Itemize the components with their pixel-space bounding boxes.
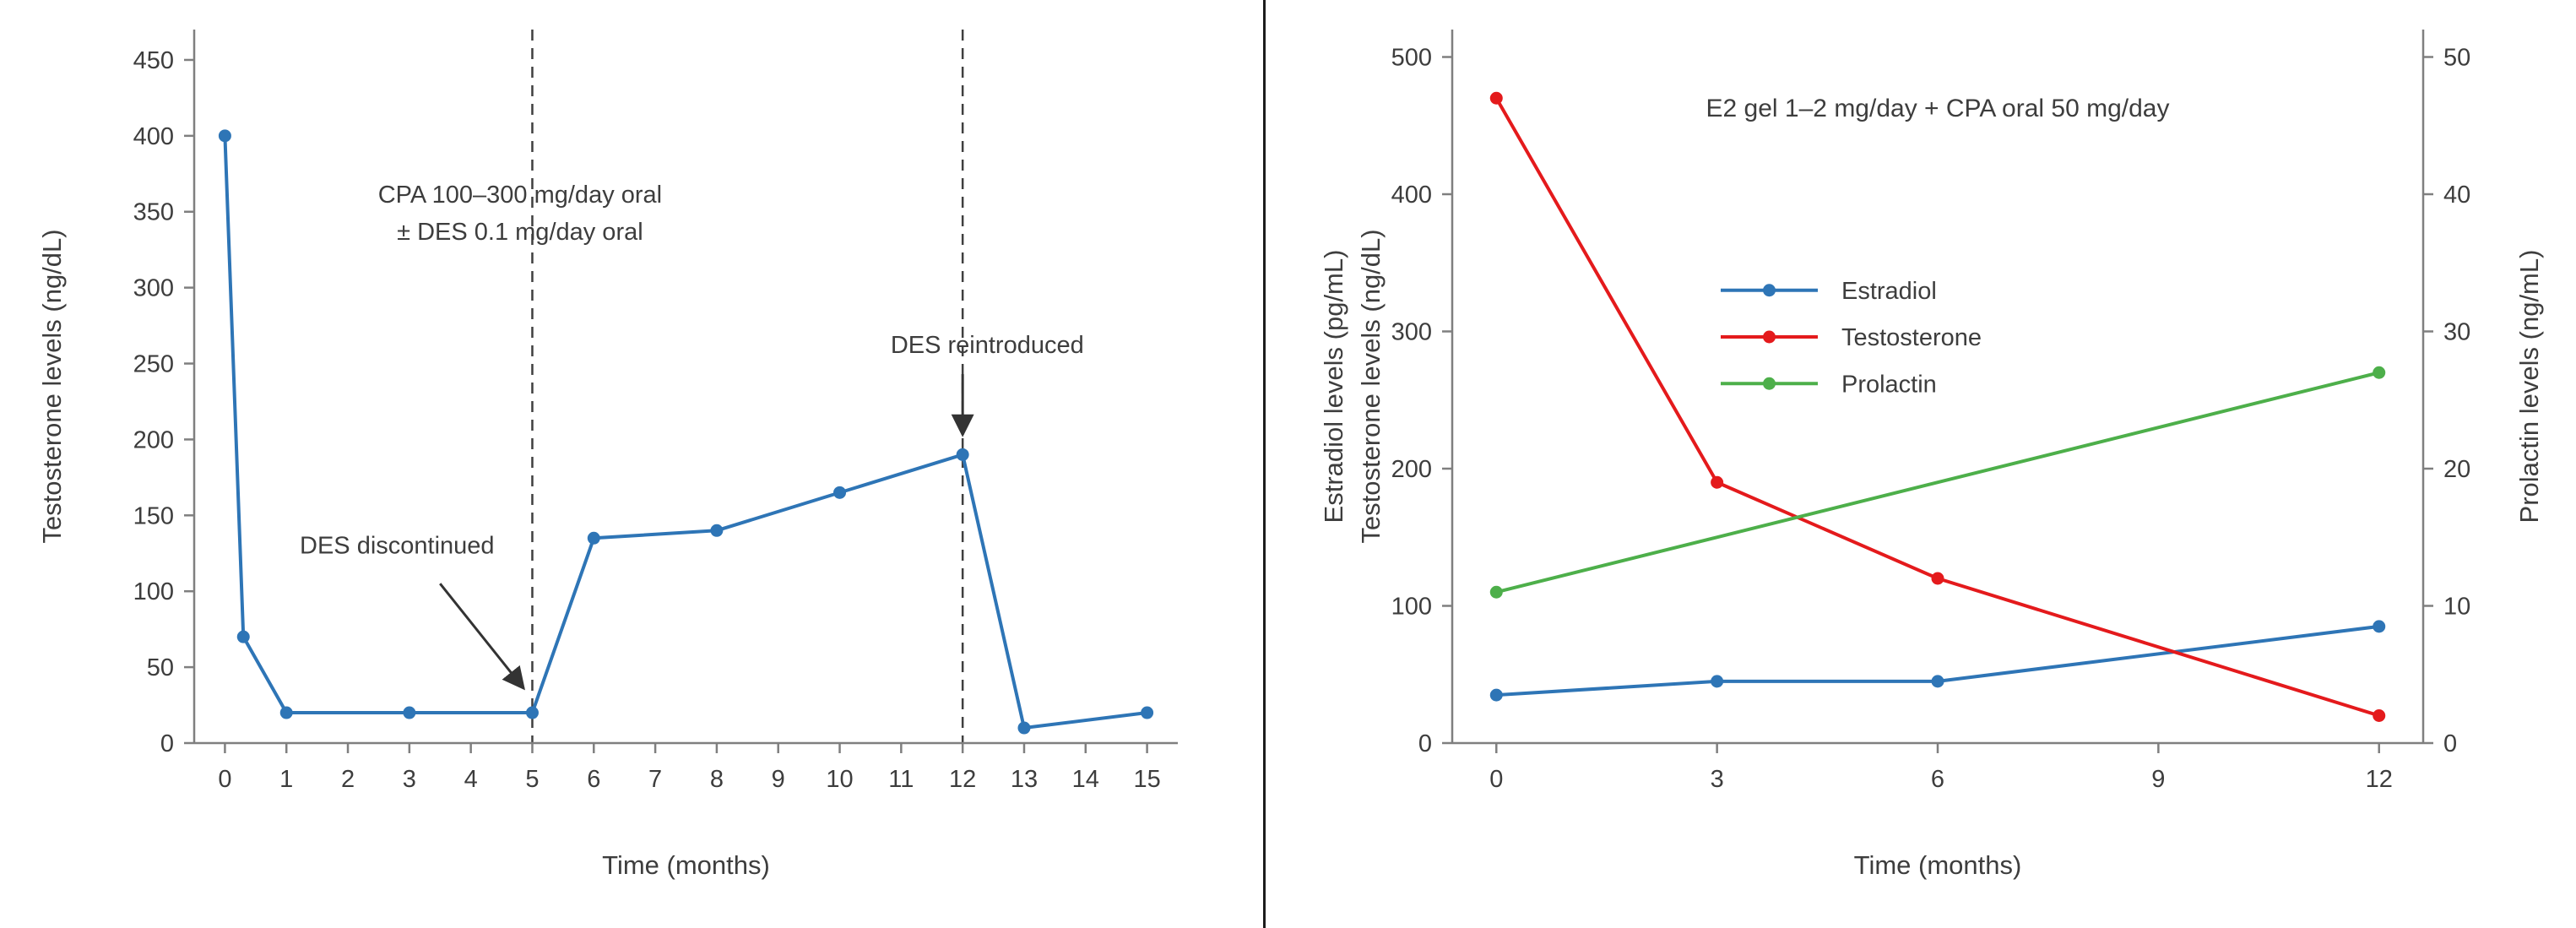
y-tick-label: 100 [1391, 594, 1432, 621]
data-point-prolactin [2373, 366, 2386, 379]
y-tick-label: 400 [1391, 182, 1432, 209]
x-tick-label: 14 [1072, 766, 1099, 793]
y-tick-label: 250 [133, 351, 174, 378]
series-line-prolactin [1494, 371, 2381, 594]
y-tick-label: 0 [1418, 730, 1432, 757]
data-point-testosterone [1931, 572, 1944, 585]
data-point-estradiol [1711, 675, 1724, 688]
x-tick-label: 3 [1711, 766, 1724, 793]
annotation-text: DES discontinued [300, 532, 495, 559]
x-tick-label: 6 [1931, 766, 1944, 793]
x-tick-label: 5 [525, 766, 539, 793]
y2-tick-label: 40 [2443, 182, 2470, 209]
data-point-testosterone [218, 129, 231, 143]
y-tick-label: 200 [133, 426, 174, 453]
y-tick-label: 150 [133, 502, 174, 529]
data-point-testosterone [525, 706, 539, 719]
data-point-testosterone [956, 448, 969, 461]
y2-tick-label: 50 [2443, 45, 2470, 72]
y2-axis-label: Prolactin levels (ng/mL) [2514, 250, 2544, 524]
x-axis-label: Time (months) [602, 850, 770, 880]
data-point-estradiol [1931, 675, 1944, 688]
hormone-levels-chart: 0 3 6 9 12 0 100 200 300 400 500 0 10 20 30 40 50 Time (m… [1319, 30, 2544, 880]
x-tick-label: 7 [648, 766, 662, 793]
data-point-estradiol [1489, 688, 1503, 702]
data-point-prolactin [1489, 585, 1503, 599]
testosterone-chart: 0 1 2 3 4 5 6 7 8 9 10 11 12 13 14 15050100150200250300… [37, 30, 1178, 880]
x-tick-label: 4 [464, 766, 478, 793]
y-tick-label: 300 [133, 275, 174, 302]
x-tick-label: 0 [1489, 766, 1503, 793]
data-point-testosterone [1489, 91, 1503, 105]
data-point-testosterone [279, 706, 293, 719]
x-tick-label: 2 [341, 766, 355, 793]
x-tick-label: 12 [2366, 766, 2393, 793]
y-tick-label: 200 [1391, 456, 1432, 483]
data-point-testosterone [710, 524, 724, 537]
annotation-text: DES reintroduced [891, 332, 1084, 359]
annotation-text: CPA 100–300 mg/day oral [378, 182, 662, 209]
x-tick-label: 15 [1133, 766, 1160, 793]
legend-label-prolactin: Prolactin [1841, 371, 1937, 398]
y-axis-label: Estradiol levels (pg/mL) [1319, 250, 1348, 524]
data-point-testosterone [2373, 709, 2386, 722]
x-tick-label: 10 [826, 766, 853, 793]
data-point-estradiol [2373, 620, 2386, 633]
legend-marker-prolactin [1762, 377, 1776, 390]
y-tick-label: 50 [147, 654, 174, 681]
y2-tick-label: 10 [2443, 594, 2470, 621]
x-tick-label: 3 [403, 766, 416, 793]
y2-tick-label: 0 [2443, 730, 2457, 757]
x-tick-label: 8 [710, 766, 724, 793]
x-axis-label: Time (months) [1854, 850, 2022, 880]
y2-tick-label: 20 [2443, 456, 2470, 483]
y-tick-label: 0 [160, 730, 174, 757]
x-tick-label: 6 [587, 766, 600, 793]
annotation-text: ± DES 0.1 mg/day oral [397, 219, 643, 246]
x-tick-label: 9 [2151, 766, 2165, 793]
chart-title: E2 gel 1–2 mg/day + CPA oral 50 mg/day [1706, 95, 2170, 122]
y-axis-label: Testosterone levels (ng/dL) [1356, 229, 1386, 543]
x-tick-label: 0 [218, 766, 231, 793]
y-tick-label: 400 [133, 123, 174, 150]
x-tick-label: 11 [888, 766, 914, 793]
legend-label-estradiol: Estradiol [1841, 278, 1937, 305]
panel-divider [1263, 0, 1266, 928]
legend-marker-estradiol [1762, 284, 1776, 297]
data-point-testosterone [833, 486, 847, 499]
y-tick-label: 500 [1391, 45, 1432, 72]
data-point-testosterone [403, 706, 416, 719]
data-point-testosterone [587, 531, 600, 545]
data-point-testosterone [1017, 721, 1031, 735]
series-line-testosterone [223, 133, 1149, 730]
x-tick-label: 1 [279, 766, 293, 793]
y-axis-label: Testosterone levels (ng/dL) [37, 229, 67, 543]
data-point-testosterone [1141, 706, 1154, 719]
y-tick-label: 350 [133, 199, 174, 226]
y-tick-label: 450 [133, 47, 174, 74]
data-point-testosterone [1711, 475, 1724, 489]
y2-tick-label: 30 [2443, 319, 2470, 346]
legend-marker-testosterone [1762, 330, 1776, 344]
x-tick-label: 9 [772, 766, 785, 793]
series-line-testosterone [1494, 96, 2381, 718]
legend-label-testosterone: Testosterone [1841, 324, 1982, 351]
annotation-arrow [439, 583, 525, 691]
series-line-estradiol [1494, 624, 2381, 697]
y-tick-label: 100 [133, 578, 174, 605]
y-tick-label: 300 [1391, 319, 1432, 346]
x-tick-label: 12 [949, 766, 976, 793]
data-point-testosterone [236, 630, 250, 643]
x-tick-label: 13 [1011, 766, 1038, 793]
